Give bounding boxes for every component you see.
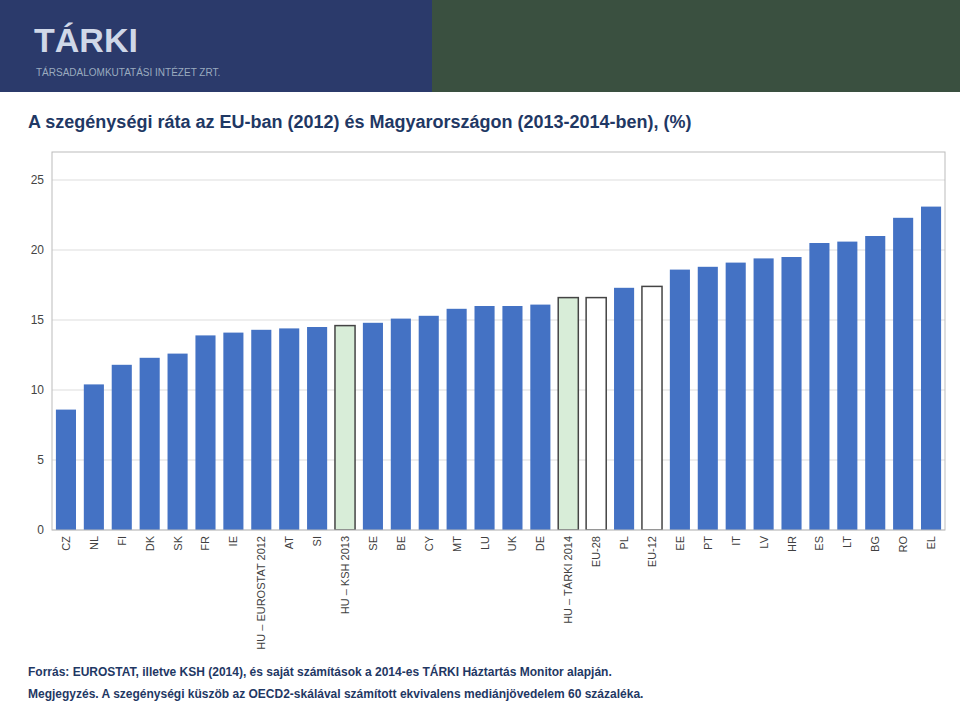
x-tick-label: SE	[367, 536, 379, 551]
x-tick-label: UK	[506, 535, 518, 551]
x-tick-label: HU – TÁRKI 2014	[562, 536, 574, 624]
bar	[670, 270, 690, 530]
x-tick-label: IE	[227, 536, 239, 546]
bar	[391, 319, 411, 530]
bar	[614, 288, 634, 530]
grid-line	[52, 180, 945, 181]
x-tick-label: IT	[730, 536, 742, 546]
y-tick-label: 5	[37, 453, 44, 467]
title: A szegénységi ráta az EU-ban (2012) és M…	[28, 112, 692, 132]
bar	[642, 286, 662, 530]
bar	[698, 267, 718, 530]
x-tick-label: HR	[786, 536, 798, 552]
x-tick-label: BE	[395, 536, 407, 551]
bar	[921, 207, 941, 530]
x-tick-label: FR	[199, 536, 211, 551]
x-tick-label: LT	[841, 536, 853, 548]
plot-frame	[52, 152, 945, 530]
x-tick-label: MT	[451, 536, 463, 552]
x-tick-label: LU	[479, 536, 491, 550]
x-axis: CZ NL FI DK SK FR IE HU – EUROSTAT 2012 AT SI HU –…	[60, 535, 937, 649]
x-tick-label: RO	[897, 536, 909, 553]
footer-note: Megjegyzés. A szegénységi küszöb az OECD…	[28, 687, 643, 701]
x-tick-label: PL	[618, 536, 630, 549]
bar	[112, 365, 132, 530]
bar	[279, 328, 299, 530]
y-tick-label: 10	[31, 383, 45, 397]
x-tick-label: NL	[88, 536, 100, 550]
bar	[56, 410, 76, 530]
x-tick-label: SI	[311, 536, 323, 546]
x-tick-label: CY	[423, 535, 435, 551]
bar	[447, 309, 467, 530]
y-axis: 0 5 10 15 20 25	[31, 173, 945, 537]
bar	[223, 333, 243, 530]
x-tick-label: EE	[674, 536, 686, 551]
bar	[837, 242, 857, 530]
x-tick-label: AT	[283, 536, 295, 550]
x-tick-label: PT	[702, 536, 714, 550]
bar	[502, 306, 522, 530]
bar	[419, 316, 439, 530]
x-tick-label: FI	[116, 536, 128, 546]
bar	[140, 358, 160, 530]
y-tick-label: 20	[31, 243, 45, 257]
header-image	[432, 0, 960, 92]
header-band	[0, 0, 960, 92]
x-tick-label: BG	[869, 536, 881, 552]
x-tick-label: CZ	[60, 536, 72, 551]
x-tick-label: LV	[758, 535, 770, 548]
footer-source: Forrás: EUROSTAT, illetve KSH (2014), és…	[28, 664, 612, 679]
x-tick-label: EU-28	[590, 536, 602, 567]
header-subtitle: TÁRSADALOMKUTATÁSI INTÉZET ZRT.	[36, 66, 220, 78]
bar	[781, 257, 801, 530]
bar	[475, 306, 495, 530]
bar	[726, 263, 746, 530]
bar	[335, 326, 355, 530]
x-tick-label: HU – KSH 2013	[339, 536, 351, 614]
bar	[363, 323, 383, 530]
x-tick-label: EL	[925, 536, 937, 549]
bar	[809, 243, 829, 530]
x-tick-label: DE	[534, 536, 546, 551]
y-tick-label: 25	[31, 173, 45, 187]
y-tick-label: 0	[37, 523, 44, 537]
bar	[530, 305, 550, 530]
bar	[893, 218, 913, 530]
bar	[586, 298, 606, 530]
bar	[251, 330, 271, 530]
x-tick-label: SK	[172, 535, 184, 550]
y-tick-label: 15	[31, 313, 45, 327]
chart: TÁRKI TÁRSADALOMKUTATÁSI INTÉZET ZRT. A sz…	[0, 0, 960, 716]
bar	[168, 354, 188, 530]
bars	[56, 207, 941, 530]
bar	[195, 335, 215, 530]
bar	[558, 298, 578, 530]
x-tick-label: DK	[144, 535, 156, 551]
bar	[754, 258, 774, 530]
x-tick-label: ES	[813, 536, 825, 551]
bar	[307, 327, 327, 530]
x-tick-label: HU – EUROSTAT 2012	[255, 536, 267, 650]
bar	[865, 236, 885, 530]
x-tick-label: EU-12	[646, 536, 658, 567]
header-logo-text: TÁRKI	[34, 21, 138, 59]
bar	[84, 384, 104, 530]
